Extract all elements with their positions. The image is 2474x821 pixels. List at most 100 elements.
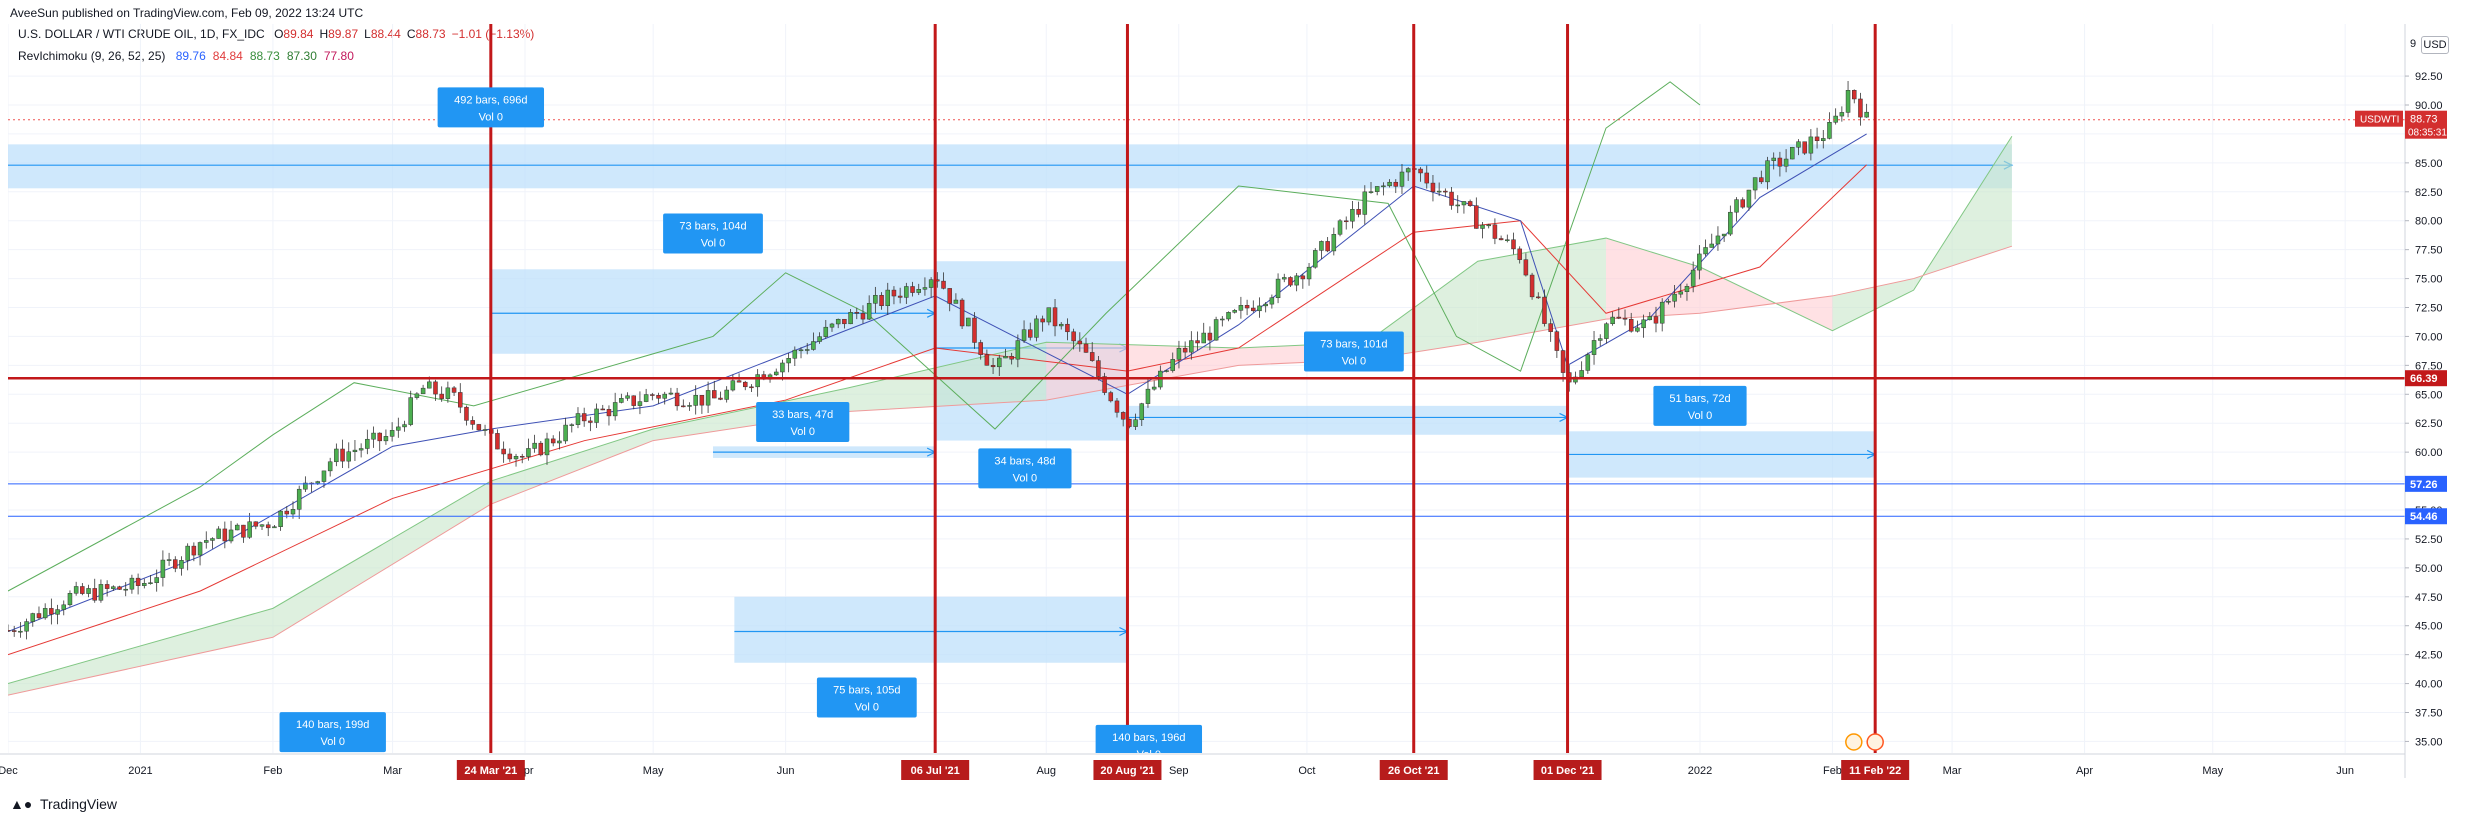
candle-body bbox=[427, 381, 432, 389]
range-box bbox=[8, 144, 2012, 189]
candle-body bbox=[1814, 136, 1820, 141]
range-box bbox=[490, 269, 936, 354]
candle-body bbox=[1331, 234, 1337, 252]
candle-body bbox=[445, 387, 451, 399]
time-axis-badge-text: 01 Dec '21 bbox=[1541, 765, 1594, 777]
candle-body bbox=[848, 312, 853, 325]
candle-body bbox=[625, 395, 630, 399]
candle-body bbox=[1096, 360, 1101, 377]
candle-body bbox=[1120, 412, 1126, 420]
time-tick-label: Feb bbox=[1823, 765, 1842, 777]
candle-body bbox=[1034, 318, 1039, 338]
candle-body bbox=[1777, 157, 1783, 167]
candle-body bbox=[173, 559, 178, 569]
candle-body bbox=[656, 395, 661, 399]
range-label-volume: Vol 0 bbox=[320, 736, 344, 748]
symbol-legend[interactable]: U.S. DOLLAR / WTI CRUDE OIL, 1D, FX_IDC … bbox=[18, 27, 534, 41]
price-tick-label: 50.00 bbox=[2415, 563, 2443, 575]
candle-body bbox=[358, 448, 364, 451]
price-tick-label: 75.00 bbox=[2415, 274, 2443, 286]
indicator-values: 89.76 84.84 88.73 87.30 77.80 bbox=[169, 49, 354, 63]
candle-body bbox=[104, 584, 110, 589]
candle-body bbox=[755, 374, 760, 388]
candle-body bbox=[265, 524, 271, 529]
candle-body bbox=[557, 440, 562, 444]
candle-body bbox=[916, 289, 921, 293]
candle-body bbox=[612, 402, 618, 417]
price-tick-label: 37.50 bbox=[2415, 708, 2443, 720]
candle-body bbox=[1133, 419, 1138, 427]
candle-body bbox=[538, 442, 544, 456]
candle-body bbox=[1170, 359, 1175, 371]
candle-body bbox=[532, 442, 537, 449]
candle-body bbox=[581, 413, 587, 422]
candle-body bbox=[1232, 310, 1237, 313]
candle-body bbox=[433, 381, 438, 395]
time-axis-badge bbox=[1093, 760, 1162, 780]
candle-body bbox=[712, 390, 717, 399]
candle-body bbox=[73, 586, 79, 594]
candle-body bbox=[1176, 348, 1182, 360]
candle-body bbox=[1833, 115, 1838, 123]
candle-body bbox=[420, 387, 426, 395]
candle-body bbox=[1821, 138, 1826, 141]
candle-body bbox=[179, 560, 184, 569]
candle-body bbox=[928, 279, 934, 288]
candle-body bbox=[1591, 340, 1597, 355]
candle-body bbox=[600, 408, 606, 411]
candle-body bbox=[1858, 98, 1863, 118]
candle-body bbox=[1374, 186, 1380, 192]
candle-body bbox=[1182, 348, 1188, 353]
candle-body bbox=[1864, 111, 1869, 118]
indicator-legend[interactable]: RevIchimoku (9, 26, 52, 25) 89.76 84.84 88… bbox=[18, 49, 354, 63]
candle-body bbox=[1517, 248, 1522, 260]
candle-body bbox=[1542, 296, 1547, 324]
candle-body bbox=[11, 630, 17, 632]
candle-body bbox=[569, 424, 575, 426]
tradingview-logo-icon: ▲● bbox=[10, 796, 33, 812]
candle-body bbox=[439, 393, 444, 399]
candle-body bbox=[98, 584, 104, 601]
candle-body bbox=[241, 524, 246, 538]
candle-body bbox=[1690, 269, 1696, 287]
candle-body bbox=[550, 438, 556, 444]
candle-body bbox=[1498, 238, 1504, 241]
candle-body bbox=[1306, 266, 1312, 280]
candle-body bbox=[259, 524, 265, 527]
candle-body bbox=[327, 461, 333, 472]
candle-body bbox=[92, 588, 97, 601]
candle-body bbox=[1436, 190, 1442, 193]
candle-body bbox=[1666, 300, 1671, 303]
currency-button[interactable]: USD bbox=[2421, 36, 2449, 54]
candle-body bbox=[1300, 275, 1306, 280]
candle-body bbox=[1734, 199, 1739, 213]
time-tick-label: Sep bbox=[1169, 765, 1189, 777]
time-axis-badge bbox=[1533, 760, 1602, 780]
ohlc-o: O89.84 bbox=[274, 27, 314, 41]
candle-body bbox=[1418, 168, 1423, 174]
price-tick-label: 45.00 bbox=[2415, 621, 2443, 633]
brand-name: TradingView bbox=[39, 796, 117, 812]
candle-body bbox=[18, 630, 23, 633]
footer-brand[interactable]: ▲● TradingView bbox=[10, 796, 117, 812]
candle-body bbox=[482, 429, 488, 431]
candle-body bbox=[1752, 177, 1758, 191]
range-label: 75 bars, 105d Vol 0 bbox=[816, 677, 917, 718]
ichimoku-cloud bbox=[1477, 238, 1606, 343]
candle-body bbox=[8, 630, 11, 632]
candle-body bbox=[476, 424, 482, 431]
candle-body bbox=[643, 394, 649, 402]
candle-body bbox=[1548, 323, 1553, 332]
price-tick-label: 82.50 bbox=[2415, 187, 2443, 199]
candle-body bbox=[1040, 318, 1045, 323]
candle-body bbox=[1058, 323, 1064, 327]
range-label-bars: 73 bars, 104d bbox=[679, 220, 746, 232]
price-tick-label: 42.50 bbox=[2415, 650, 2443, 662]
candle-body bbox=[650, 394, 655, 396]
cloud-span-a bbox=[8, 135, 2013, 685]
candle-body bbox=[1554, 331, 1560, 351]
candle-body bbox=[1312, 250, 1318, 268]
candle-body bbox=[1765, 160, 1770, 183]
candle-body bbox=[1585, 354, 1591, 371]
